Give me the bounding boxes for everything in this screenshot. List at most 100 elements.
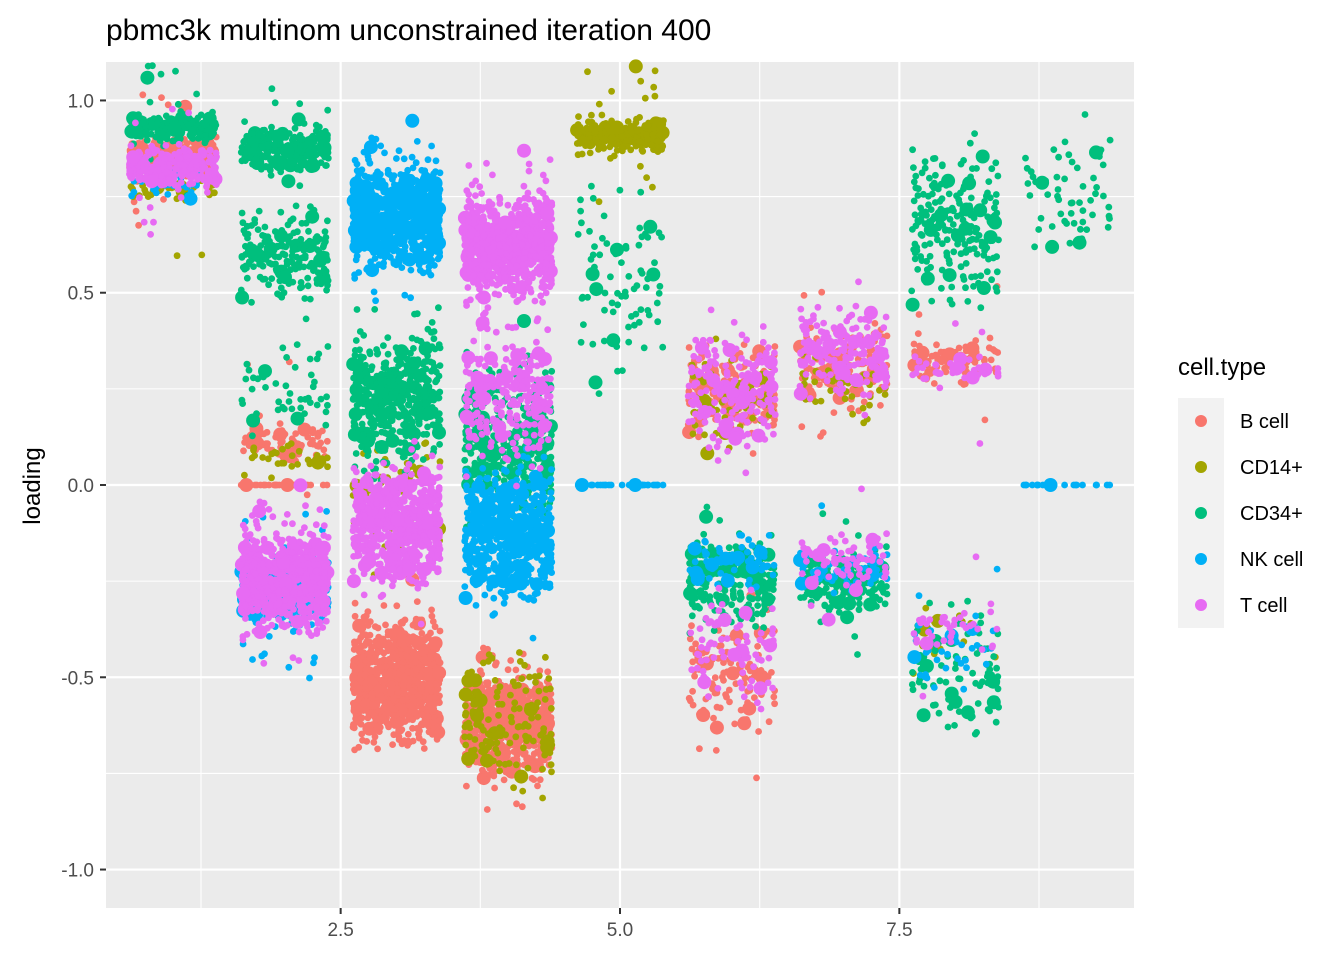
data-point <box>245 366 253 374</box>
data-point <box>431 422 439 430</box>
data-point <box>770 693 778 701</box>
data-point <box>723 693 730 701</box>
data-point <box>701 590 709 598</box>
data-point <box>475 692 483 700</box>
data-point <box>418 644 425 652</box>
data-point <box>619 147 626 155</box>
data-point <box>654 138 662 145</box>
data-point <box>412 615 420 623</box>
data-point <box>268 474 275 482</box>
data-point <box>362 361 369 369</box>
data-point <box>539 794 546 802</box>
data-point <box>386 701 394 709</box>
data-point <box>288 462 296 470</box>
data-point <box>656 131 664 139</box>
data-point <box>643 174 650 182</box>
data-point <box>866 401 873 409</box>
data-point <box>489 757 497 765</box>
data-point <box>818 288 826 296</box>
data-point <box>251 481 259 489</box>
data-point <box>307 371 315 379</box>
data-point <box>655 290 663 297</box>
data-point <box>353 707 360 714</box>
data-point <box>646 267 661 282</box>
data-point <box>279 403 286 411</box>
data-point <box>363 375 371 382</box>
data-point <box>156 137 164 144</box>
data-point <box>404 668 412 676</box>
data-point <box>484 679 492 687</box>
data-point <box>399 389 406 396</box>
data-point <box>511 458 519 466</box>
data-point <box>377 421 385 429</box>
data-point <box>941 364 948 372</box>
data-point <box>430 699 438 707</box>
data-point <box>274 290 281 298</box>
data-point <box>415 420 423 428</box>
data-point <box>371 398 379 406</box>
data-point <box>202 136 210 144</box>
data-point <box>476 667 484 675</box>
data-point <box>955 344 963 352</box>
data-point <box>251 216 259 223</box>
data-point <box>419 456 427 463</box>
data-point <box>410 708 418 716</box>
data-point <box>500 776 508 784</box>
data-point <box>576 140 584 147</box>
data-point <box>382 365 390 372</box>
data-point <box>469 708 477 715</box>
data-point <box>389 394 397 402</box>
data-point <box>725 666 740 681</box>
data-point <box>313 401 321 409</box>
data-point <box>755 728 762 735</box>
data-point <box>167 121 182 136</box>
data-point <box>383 671 391 679</box>
data-point <box>172 67 179 75</box>
data-point <box>532 679 539 686</box>
data-point <box>644 121 652 129</box>
data-point <box>595 100 603 108</box>
data-point <box>518 803 526 811</box>
data-point <box>413 598 421 605</box>
data-point <box>396 356 404 363</box>
data-point <box>529 737 537 745</box>
data-point <box>271 99 279 107</box>
data-point <box>259 143 266 151</box>
data-point <box>544 710 551 718</box>
data-point <box>291 363 299 371</box>
data-point <box>607 155 614 162</box>
data-point <box>409 694 416 702</box>
data-point <box>433 735 441 743</box>
data-point <box>135 221 143 229</box>
data-point <box>354 625 361 633</box>
data-point <box>288 405 296 413</box>
data-point <box>400 737 408 744</box>
data-point <box>625 323 632 331</box>
data-point <box>374 624 382 632</box>
data-point <box>496 767 504 775</box>
data-point <box>353 430 360 437</box>
data-point <box>651 92 659 100</box>
data-point <box>414 360 422 367</box>
data-point <box>418 413 425 421</box>
data-point <box>654 318 662 326</box>
data-point <box>603 240 611 247</box>
data-point <box>377 642 384 650</box>
data-point <box>366 350 374 358</box>
data-point <box>591 243 598 251</box>
data-point <box>910 340 918 348</box>
data-point <box>626 124 634 132</box>
data-point <box>157 70 165 78</box>
data-point <box>292 430 300 437</box>
data-point <box>393 602 401 610</box>
data-point <box>356 328 364 335</box>
data-point <box>650 83 658 91</box>
data-point <box>731 720 739 728</box>
data-point <box>430 335 438 343</box>
data-point <box>381 399 389 406</box>
data-point <box>249 136 257 144</box>
data-point <box>377 692 385 699</box>
data-point <box>280 144 295 159</box>
data-point <box>243 274 251 282</box>
data-point <box>409 418 416 426</box>
